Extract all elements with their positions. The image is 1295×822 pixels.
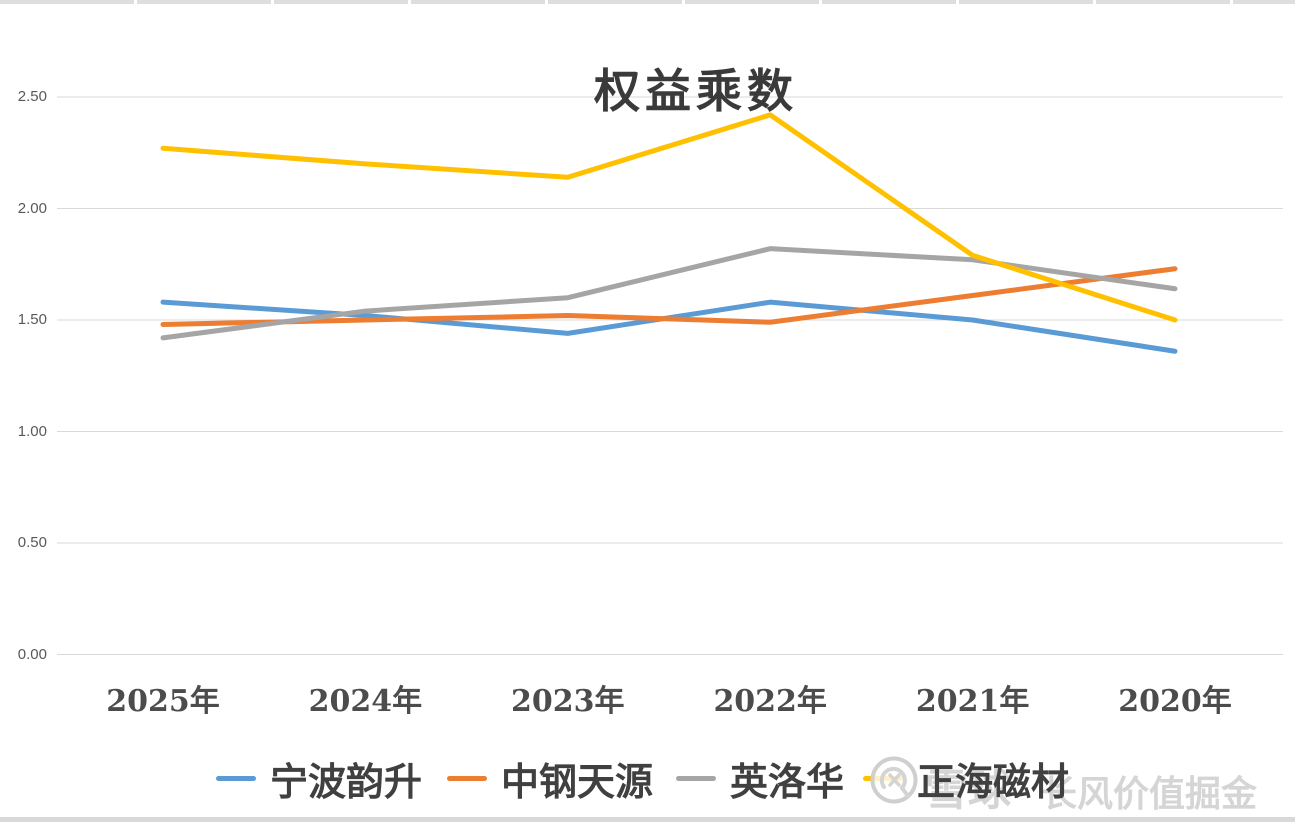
y-axis-tick-label: 1.00 <box>17 422 47 440</box>
x-axis-category-label: 2021年 <box>915 684 1030 719</box>
x-axis-category-label: 2023年 <box>511 684 625 719</box>
x-axis-category-label: 2022年 <box>713 684 827 719</box>
y-axis-tick-label: 1.50 <box>17 311 47 328</box>
series-line-0 <box>160 299 1178 354</box>
x-axis-category-label: 2020年 <box>1118 684 1232 719</box>
spreadsheet-bottom-cell-border <box>0 817 1295 822</box>
y-axis-tick-label: 2.00 <box>17 199 47 217</box>
y-axis-tick-label: 2.50 <box>17 88 47 105</box>
series-line-1 <box>160 266 1178 327</box>
chart-title: 权益乘数 <box>594 63 798 118</box>
spreadsheet-top-cell-border <box>0 0 1295 4</box>
xueqiu-logo <box>870 756 918 804</box>
series-line-2 <box>160 246 1178 341</box>
x-axis-category-label: 2025年 <box>106 684 220 719</box>
y-axis-tick-label: 0.50 <box>17 534 47 551</box>
watermark-author: 长风价值掘金 <box>1041 773 1258 814</box>
y-axis-tick-label: 0.00 <box>17 645 47 663</box>
watermark-brand: 雪球 <box>925 767 1011 815</box>
series-line-3 <box>160 112 1178 323</box>
x-axis-category-label: 2024年 <box>308 684 423 719</box>
